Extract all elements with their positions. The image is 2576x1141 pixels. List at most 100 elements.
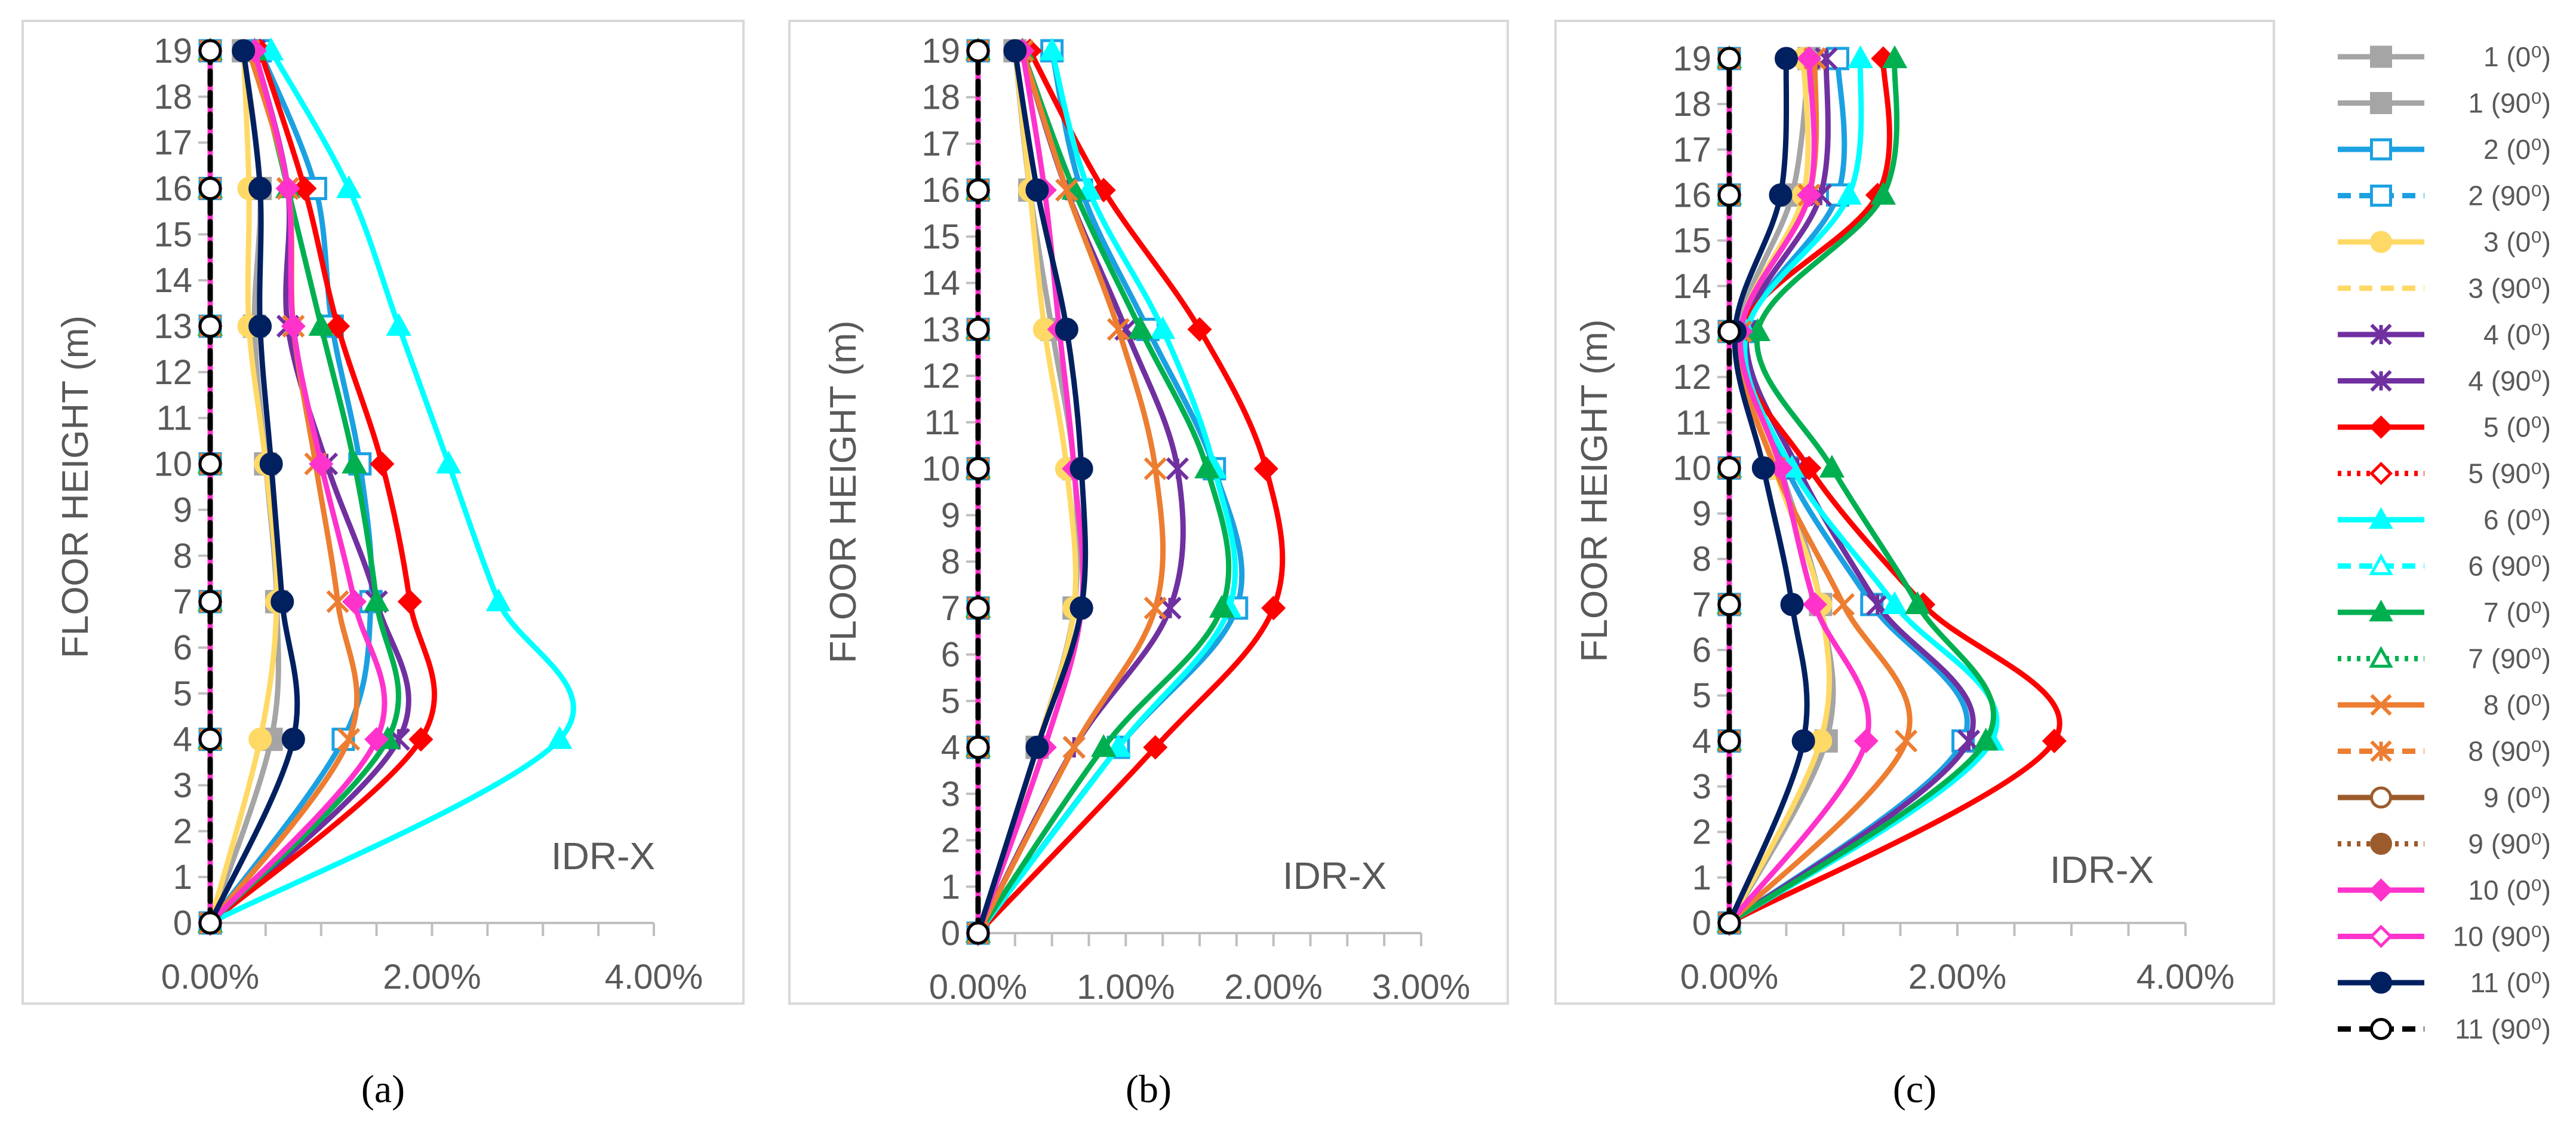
panel-tag: IDR-X: [551, 835, 655, 878]
legend-label: 1 (0⁰): [2483, 41, 2551, 72]
y-tick-label: 2: [941, 821, 960, 860]
data-point: [198, 590, 222, 614]
data-point: [198, 39, 222, 63]
legend-marker: [2369, 415, 2393, 439]
legend-label: 6 (90⁰): [2468, 551, 2551, 582]
legend-marker: [2370, 786, 2392, 809]
legend-marker: [2369, 646, 2393, 668]
data-point: [1090, 734, 1117, 757]
data-point: [1802, 592, 1827, 617]
panel-tag: IDR-X: [1283, 854, 1387, 897]
data-point: [1819, 455, 1845, 478]
data-point: [248, 177, 272, 201]
data-point: [308, 312, 334, 336]
y-tick-label: 2: [173, 812, 192, 851]
y-tick-label: 15: [1673, 222, 1711, 260]
y-tick-label: 19: [153, 32, 192, 70]
data-point: [309, 452, 334, 477]
data-point: [1039, 37, 1065, 61]
y-tick-label: 13: [153, 307, 192, 346]
series-20: [198, 39, 305, 935]
x-tick-label: 2.00%: [383, 958, 481, 996]
y-tick-label: 7: [941, 589, 960, 628]
legend-marker: [2369, 553, 2393, 575]
data-point: [1717, 183, 1741, 207]
data-point: [1062, 735, 1086, 759]
legend-label: 2 (90⁰): [2468, 180, 2551, 211]
data-point: [1187, 317, 1212, 342]
x-tick-label: 1.00%: [1077, 968, 1175, 1007]
data-point: [1069, 457, 1093, 481]
y-tick-label: 16: [921, 171, 960, 210]
y-tick-label: 18: [921, 78, 960, 117]
data-point: [336, 175, 362, 198]
data-point: [1166, 457, 1189, 480]
legend-item: 9 (0⁰): [2338, 782, 2551, 813]
x-tick-label: 2.00%: [1908, 958, 2006, 996]
legend-item: 8 (90⁰): [2338, 736, 2551, 767]
data-point: [1831, 593, 1855, 616]
data-point: [1717, 456, 1741, 480]
legend-label: 4 (90⁰): [2468, 366, 2551, 397]
y-tick-label: 0: [173, 904, 192, 943]
data-point: [292, 176, 317, 201]
series-line: [1726, 56, 2000, 926]
data-point: [198, 177, 222, 201]
legend-marker: [2370, 740, 2392, 762]
data-point: [1745, 318, 1770, 342]
y-tick-label: 0: [1692, 904, 1711, 943]
data-point: [281, 728, 305, 752]
legend-marker: [2370, 833, 2392, 855]
data-point: [1717, 911, 1741, 935]
y-tick-label: 6: [173, 628, 192, 667]
data-point: [485, 588, 512, 612]
data-point: [1882, 45, 1908, 69]
legend-marker: [2370, 370, 2392, 392]
data-point: [342, 450, 367, 474]
x-tick-label: 2.00%: [1224, 968, 1322, 1007]
y-axis-title: FLOOR HEIGHT (m): [823, 320, 864, 663]
data-point: [370, 452, 395, 477]
y-tick-label: 13: [921, 310, 960, 349]
data-point: [232, 39, 256, 63]
legend-item: 4 (0⁰): [2338, 319, 2551, 350]
legend-label: 5 (90⁰): [2468, 458, 2551, 489]
series-10: [965, 37, 1242, 943]
y-tick-label: 14: [921, 264, 960, 303]
y-tick-label: 1: [173, 858, 192, 897]
data-point: [966, 178, 990, 202]
data-point: [1769, 183, 1793, 207]
panel-caption: (a): [361, 1068, 405, 1111]
data-point: [1780, 593, 1804, 616]
data-point: [1069, 596, 1093, 620]
legend-marker: [2370, 694, 2392, 716]
y-tick-label: 11: [924, 403, 960, 442]
data-point: [259, 452, 283, 476]
data-point: [1105, 734, 1132, 757]
y-tick-label: 4: [1692, 722, 1711, 760]
panel-tag: IDR-X: [2050, 848, 2154, 891]
series-21: [966, 39, 990, 945]
data-point: [2042, 728, 2067, 753]
y-tick-label: 10: [153, 445, 192, 484]
data-point: [325, 314, 351, 339]
data-point: [1127, 316, 1154, 339]
panel-caption: (b): [1126, 1068, 1172, 1111]
y-tick-label: 6: [1692, 631, 1711, 670]
data-point: [258, 37, 284, 61]
y-tick-label: 5: [1692, 676, 1711, 715]
data-point: [1973, 728, 1999, 751]
series-line: [1726, 56, 2062, 926]
y-tick-label: 6: [941, 636, 960, 674]
data-point: [1904, 591, 1931, 614]
data-point: [1194, 455, 1220, 479]
legend-item: 9 (90⁰): [2338, 829, 2551, 860]
y-tick-label: 9: [173, 490, 192, 529]
data-point: [966, 596, 990, 620]
y-axis-title: FLOOR HEIGHT (m): [55, 315, 96, 658]
panel-caption: (c): [1893, 1068, 1936, 1111]
data-point: [1870, 182, 1896, 205]
legend-label: 11 (90⁰): [2455, 1014, 2551, 1045]
legend-label: 2 (0⁰): [2483, 134, 2551, 165]
data-point: [248, 728, 272, 752]
